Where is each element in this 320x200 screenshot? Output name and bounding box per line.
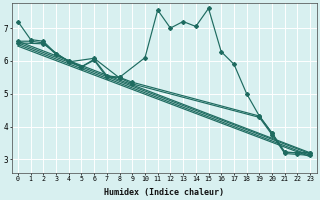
X-axis label: Humidex (Indice chaleur): Humidex (Indice chaleur) — [104, 188, 224, 197]
